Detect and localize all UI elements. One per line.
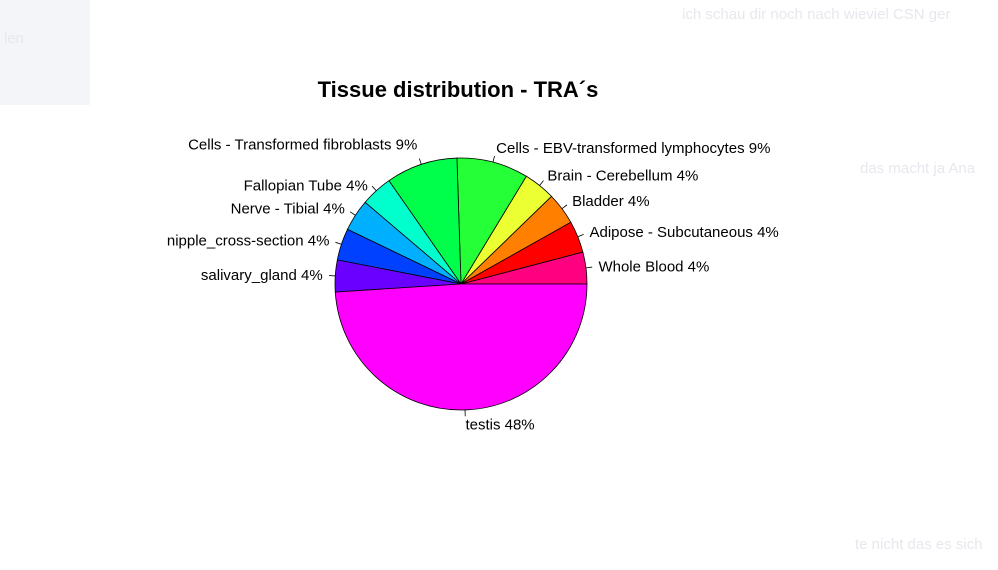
pie-label-tick [335,241,342,245]
chart-title: Tissue distribution - TRA´s [318,77,599,102]
pie-label-tick [349,211,356,216]
pie-slice-label: Cells - EBV-transformed lymphocytes 9% [496,140,770,157]
pie-labels: Whole Blood 4% Adipose - Subcutaneous 4% B… [167,136,779,433]
pie-slice-label: Cells - Transformed fibroblasts 9% [188,136,417,153]
background-text-top-right: ich schau dir noch nach wieviel CSN ger [682,6,951,23]
pie-slice-label: Fallopian Tube 4% [244,177,368,194]
background-text-left: len [4,30,25,47]
pie-slice-label: Bladder 4% [572,193,650,210]
pie-slice-label: salivary_gland 4% [201,267,323,284]
background-text-bottom-right: te nicht das es sich [855,536,983,553]
pie-label-tick [418,158,422,165]
pie-slice-label: testis 48% [465,417,534,434]
pie-label-tick [371,185,377,191]
pie-slice-label: nipple_cross-section 4% [167,232,330,249]
pie-label-tick [585,266,593,269]
pie-slice-label: Whole Blood 4% [598,258,709,275]
pie-label-tick [539,180,544,186]
pie-slice-label: Adipose - Subcutaneous 4% [589,224,778,241]
pie-label-tick [577,233,584,238]
background-panel-left [0,0,90,105]
pie-label-tick [561,204,568,209]
pie-slice-label: Brain - Cerebellum 4% [547,168,698,185]
background-text-right-mid: das macht ja Ana [860,160,976,177]
pie-slice [334,283,588,411]
pie-label-tick [492,155,495,163]
pie-slice-label: Nerve - Tibial 4% [231,200,345,217]
pie-slices [334,157,588,411]
